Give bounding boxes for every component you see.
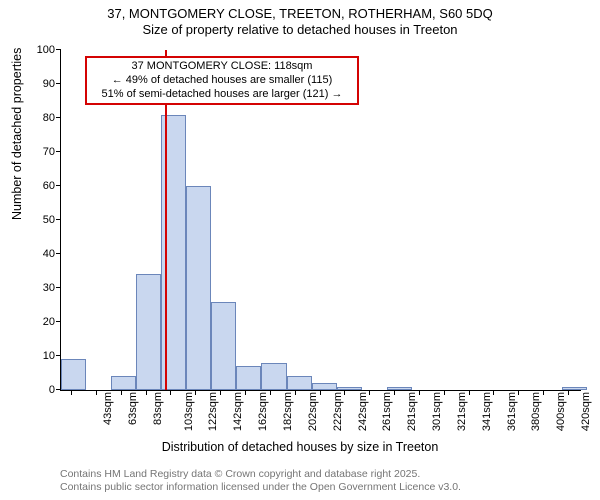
x-tick-label: 182sqm [282,392,294,431]
y-axis-label: Number of detached properties [10,48,24,220]
y-tick-mark [56,253,61,254]
x-tick-mark [96,390,97,395]
x-tick-label: 301sqm [431,392,443,431]
x-tick-label: 321sqm [457,392,469,431]
y-tick-label: 30 [25,282,55,294]
histogram-bar [312,383,337,390]
y-tick-mark [56,83,61,84]
x-tick-mark [270,390,271,395]
x-tick-label: 43sqm [102,392,114,425]
histogram-bar [287,376,312,390]
x-tick-label: 400sqm [555,392,567,431]
x-tick-mark [394,390,395,395]
y-tick-label: 20 [25,316,55,328]
histogram-bar [562,387,587,390]
x-tick-label: 162sqm [257,392,269,431]
x-tick-label: 83sqm [152,392,164,425]
x-tick-mark [195,390,196,395]
y-tick-mark [56,185,61,186]
histogram-bar [61,359,86,390]
x-tick-mark [320,390,321,395]
y-tick-mark [56,219,61,220]
x-tick-label: 63sqm [127,392,139,425]
y-tick-mark [56,49,61,50]
y-tick-mark [56,151,61,152]
annotation-line: 37 MONTGOMERY CLOSE: 118sqm [93,60,351,74]
title-line-2: Size of property relative to detached ho… [0,22,600,38]
histogram-bar [136,274,161,390]
annotation-line: ← 49% of detached houses are smaller (11… [93,74,351,88]
footer-attribution: Contains HM Land Registry data © Crown c… [60,468,461,494]
chart-container: 37, MONTGOMERY CLOSE, TREETON, ROTHERHAM… [0,0,600,500]
x-tick-label: 222sqm [332,392,344,431]
x-tick-mark [543,390,544,395]
x-tick-mark [493,390,494,395]
y-tick-label: 70 [25,146,55,158]
y-tick-label: 90 [25,78,55,90]
x-tick-mark [518,390,519,395]
y-tick-label: 50 [25,214,55,226]
x-tick-label: 341sqm [482,392,494,431]
annotation-line: 51% of semi-detached houses are larger (… [93,88,351,102]
histogram-bar [186,186,211,390]
x-tick-mark [469,390,470,395]
x-tick-label: 122sqm [207,392,219,431]
y-tick-label: 80 [25,112,55,124]
y-tick-mark [56,287,61,288]
x-tick-mark [444,390,445,395]
x-tick-label: 261sqm [381,392,393,431]
y-tick-label: 40 [25,248,55,260]
y-tick-mark [56,321,61,322]
x-tick-mark [295,390,296,395]
x-tick-label: 103sqm [183,392,195,431]
x-tick-mark [71,390,72,395]
x-tick-label: 380sqm [530,392,542,431]
histogram-bar [111,376,136,390]
x-tick-label: 242sqm [358,392,370,431]
y-tick-label: 0 [25,384,55,396]
x-tick-mark [344,390,345,395]
x-tick-mark [170,390,171,395]
histogram-bar [261,363,286,390]
x-tick-mark [419,390,420,395]
footer-line-1: Contains HM Land Registry data © Crown c… [60,468,461,481]
x-tick-label: 142sqm [232,392,244,431]
x-tick-mark [121,390,122,395]
annotation-box: 37 MONTGOMERY CLOSE: 118sqm← 49% of deta… [85,56,359,105]
x-tick-mark [369,390,370,395]
x-tick-mark [245,390,246,395]
y-tick-label: 100 [25,44,55,56]
x-tick-mark [568,390,569,395]
title-line-1: 37, MONTGOMERY CLOSE, TREETON, ROTHERHAM… [0,6,600,22]
x-tick-label: 281sqm [406,392,418,431]
x-tick-label: 202sqm [307,392,319,431]
x-tick-label: 420sqm [581,392,593,431]
plot-area: 010203040506070809010043sqm63sqm83sqm103… [60,50,581,391]
histogram-bar [337,387,362,390]
y-tick-label: 60 [25,180,55,192]
chart-title: 37, MONTGOMERY CLOSE, TREETON, ROTHERHAM… [0,6,600,39]
x-tick-label: 361sqm [507,392,519,431]
y-tick-mark [56,355,61,356]
histogram-bar [236,366,261,390]
y-tick-mark [56,117,61,118]
histogram-bar [387,387,412,390]
x-tick-mark [220,390,221,395]
x-axis-label: Distribution of detached houses by size … [0,440,600,454]
y-tick-label: 10 [25,350,55,362]
histogram-bar [211,302,236,390]
x-tick-mark [146,390,147,395]
footer-line-2: Contains public sector information licen… [60,481,461,494]
